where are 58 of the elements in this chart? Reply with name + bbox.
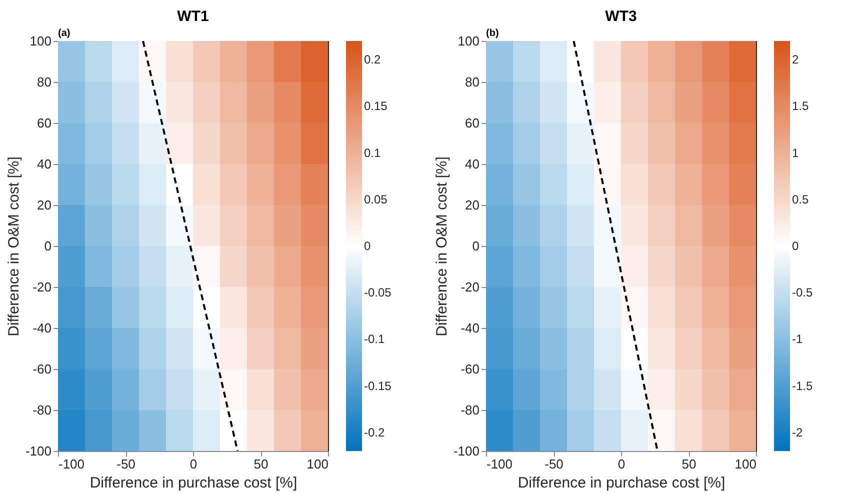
color-bar-label: 0.15 <box>364 99 388 114</box>
color-bar-label: -0.2 <box>364 425 386 440</box>
y-axis-title: Difference in O&M cost [%] <box>433 156 450 336</box>
color-bar-label: 2 <box>792 52 799 67</box>
color-bar-label: 1.5 <box>792 99 810 114</box>
color-bar-label: 0 <box>364 239 371 253</box>
color-bar-label: -0.15 <box>364 378 392 393</box>
color-bar-label: -1 <box>792 332 803 346</box>
x-tick-label: -50 <box>544 456 564 472</box>
color-bar-label: -0.5 <box>792 286 814 300</box>
y-tick-label: -20 <box>460 280 480 294</box>
x-tick-label: 100 <box>734 456 756 472</box>
x-tick-label: 0 <box>190 456 198 472</box>
y-axis-title: Difference in O&M cost [%] <box>5 156 22 336</box>
y-tick-label: 80 <box>37 74 52 90</box>
y-tick-label: 0 <box>44 238 52 254</box>
x-axis-title: Difference in purchase cost [%] <box>90 474 298 492</box>
color-bar-label: -2 <box>792 425 803 440</box>
y-tick-label: 100 <box>30 34 52 48</box>
y-tick-label: -80 <box>32 402 52 418</box>
color-bar-label: 0.2 <box>364 52 382 67</box>
y-tick-label: 40 <box>465 156 480 172</box>
x-tick-label: 50 <box>682 456 696 472</box>
y-tick-label: -80 <box>460 402 480 418</box>
x-tick-label: 100 <box>306 456 328 472</box>
text: (b) <box>486 28 499 39</box>
color-bar-label: 0 <box>792 239 799 253</box>
color-bar-label: 0.05 <box>364 192 388 206</box>
chart-title: WT3 <box>605 8 637 25</box>
y-tick-label: 60 <box>465 116 480 130</box>
y-tick-label: -60 <box>32 362 52 376</box>
y-tick-label: 40 <box>37 156 52 172</box>
x-tick-label: 50 <box>254 456 268 472</box>
y-tick-label: -100 <box>453 444 480 458</box>
x-tick-label: -50 <box>116 456 136 472</box>
y-tick-label: -20 <box>32 280 52 294</box>
color-bar-label: 1 <box>792 146 799 160</box>
color-bar-label: -0.05 <box>364 286 392 300</box>
chart-title: WT1 <box>177 8 209 25</box>
y-tick-label: 60 <box>37 116 52 130</box>
x-tick-label: -100 <box>486 456 513 472</box>
x-tick-label: -100 <box>58 456 85 472</box>
y-tick-label: 20 <box>465 198 480 212</box>
y-tick-label: -60 <box>460 362 480 376</box>
y-tick-label: -40 <box>460 320 480 336</box>
y-tick-label: 100 <box>458 34 480 48</box>
color-bar-label: -0.1 <box>364 332 386 346</box>
text: (a) <box>58 28 70 39</box>
color-bar-label: 0.1 <box>364 146 382 160</box>
y-tick-label: -40 <box>32 320 52 336</box>
y-tick-label: 80 <box>465 74 480 90</box>
color-bar-label: -1.5 <box>792 378 814 393</box>
y-tick-label: -100 <box>25 444 52 458</box>
x-tick-label: 0 <box>618 456 626 472</box>
y-tick-label: 0 <box>472 238 480 254</box>
x-axis-title: Difference in purchase cost [%] <box>518 474 726 492</box>
y-tick-label: 20 <box>37 198 52 212</box>
color-bar-label: 0.5 <box>792 192 810 206</box>
